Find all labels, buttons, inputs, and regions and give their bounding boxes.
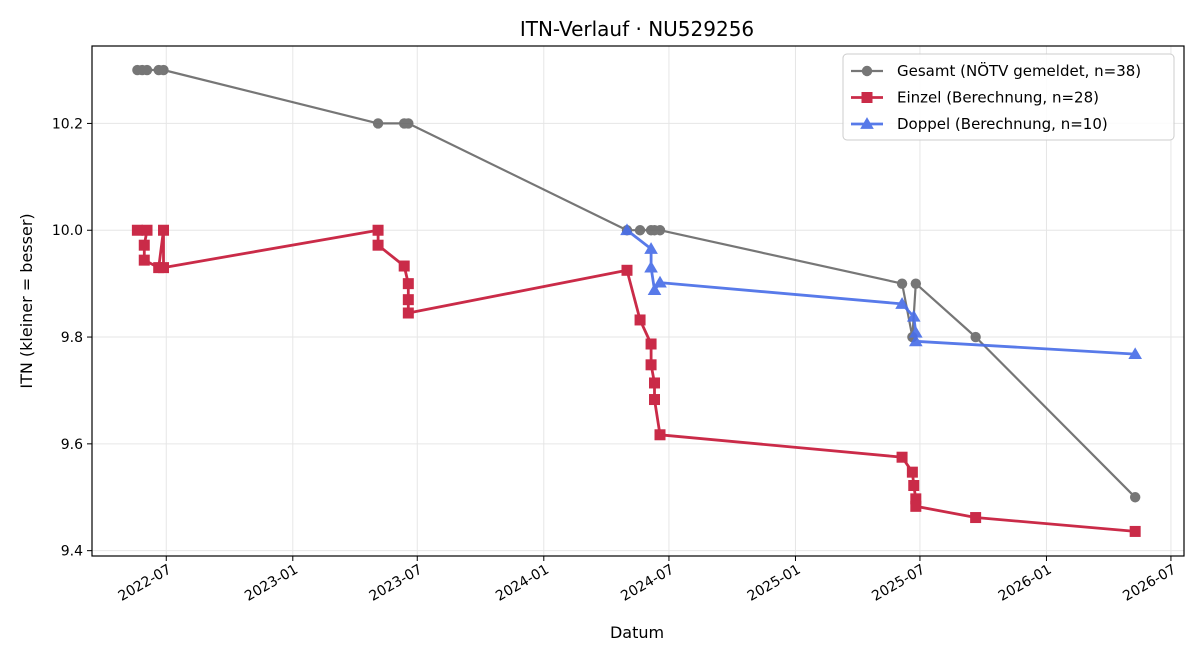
y-tick-label: 9.4	[61, 544, 83, 560]
data-point	[906, 466, 918, 478]
legend-label: Einzel (Berechnung, n=28)	[897, 89, 1099, 107]
data-point	[896, 278, 908, 289]
data-point	[1128, 347, 1142, 360]
data-point	[138, 239, 150, 251]
data-point	[398, 260, 410, 272]
y-axis-ticks: 9.4 9.6 9.8 10.0 10.2	[52, 116, 92, 560]
data-point	[402, 294, 414, 306]
data-point	[906, 309, 921, 322]
series-3	[620, 223, 1142, 360]
data-point	[1129, 492, 1141, 503]
chart-title: ITN-Verlauf · NU529256	[520, 17, 754, 41]
data-point	[372, 118, 384, 129]
series-1	[132, 64, 1141, 503]
data-point	[653, 275, 667, 288]
grid-lines	[92, 46, 1184, 556]
y-axis-label: ITN (kleiner = besser)	[17, 213, 36, 388]
legend-item	[851, 65, 883, 77]
plot-frame	[91, 45, 1185, 557]
legend-item	[851, 117, 883, 129]
data-point	[141, 64, 153, 76]
series-layer	[131, 64, 1142, 537]
data-point	[970, 512, 982, 524]
y-tick-label: 9.8	[61, 330, 83, 346]
data-point	[402, 278, 414, 290]
data-point	[141, 224, 153, 236]
legend-marker	[860, 117, 874, 129]
legend-box	[842, 53, 1175, 141]
legend-marker	[861, 92, 873, 103]
data-point	[649, 377, 661, 389]
data-point	[910, 493, 922, 505]
data-point	[634, 225, 646, 236]
data-point	[621, 264, 633, 276]
legend-item	[851, 92, 883, 103]
data-point	[910, 500, 922, 512]
y-tick-label: 10.2	[52, 116, 83, 132]
legend-label: Gesamt (NÖTV gemeldet, n=38)	[897, 61, 1141, 80]
data-point	[1129, 525, 1141, 537]
data-point	[158, 64, 169, 76]
data-point	[970, 331, 981, 343]
data-point	[644, 242, 658, 254]
data-point	[372, 224, 384, 236]
y-tick-label: 9.6	[61, 437, 83, 453]
data-point	[654, 225, 666, 236]
data-point	[908, 480, 920, 492]
data-point	[647, 283, 662, 295]
data-point	[402, 307, 414, 319]
data-point	[895, 297, 909, 309]
legend: Gesamt (NÖTV gemeldet, n=38) Einzel (Bere…	[842, 53, 1175, 141]
data-point	[654, 429, 666, 441]
data-point	[645, 338, 657, 350]
data-point	[645, 359, 657, 371]
data-point	[158, 262, 170, 274]
data-point	[403, 118, 414, 129]
data-point	[896, 451, 908, 463]
legend-marker	[861, 65, 873, 77]
y-tick-label: 10.0	[52, 223, 83, 239]
data-point	[634, 314, 646, 326]
data-point	[620, 223, 634, 236]
x-axis-label: Datum	[610, 623, 664, 642]
data-point	[138, 254, 150, 266]
data-point	[649, 394, 661, 406]
data-point	[910, 278, 922, 289]
series-2	[131, 224, 1141, 537]
data-point	[158, 224, 170, 236]
data-point	[372, 239, 384, 251]
data-point	[131, 224, 143, 236]
data-point	[908, 334, 923, 347]
legend-label: Doppel (Berechnung, n=10)	[897, 115, 1108, 133]
data-point	[644, 260, 658, 273]
data-point	[908, 325, 923, 338]
